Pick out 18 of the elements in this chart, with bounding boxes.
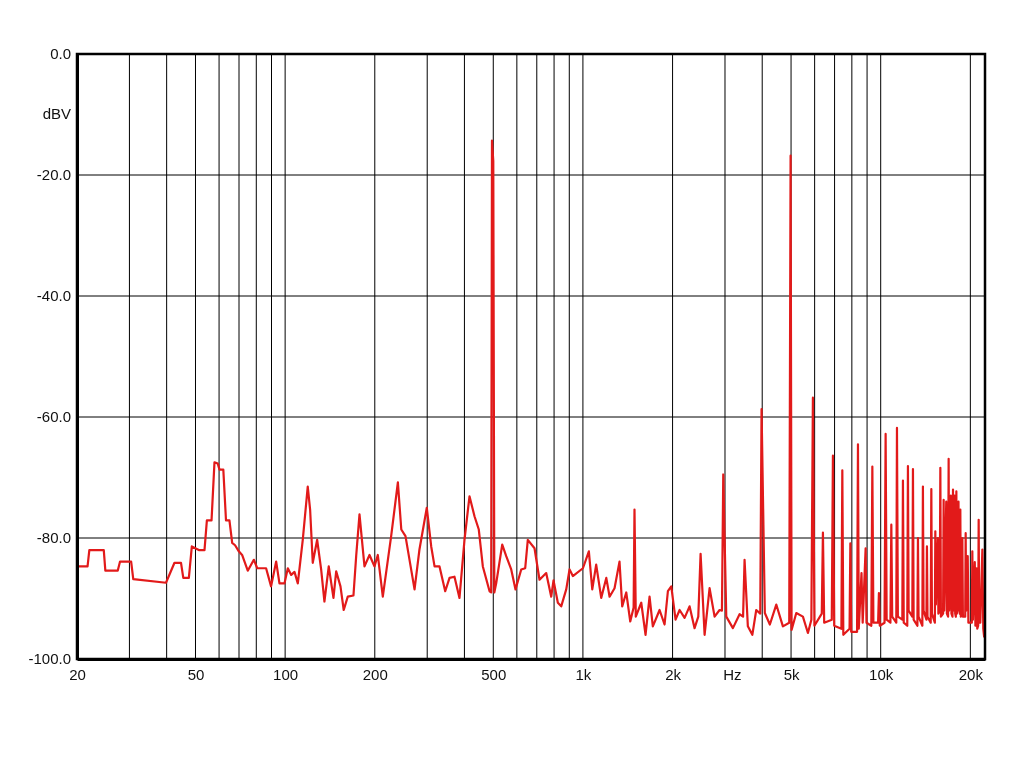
x-tick-label: 10k bbox=[869, 665, 894, 683]
x-tick-label: 5k bbox=[783, 665, 800, 683]
y-tick-label: -100.0 bbox=[28, 650, 71, 668]
x-tick-label: 100 bbox=[273, 665, 299, 683]
y-axis-title: dBV bbox=[42, 105, 71, 123]
y-tick-label: -60.0 bbox=[36, 408, 71, 426]
x-tick-label: 500 bbox=[481, 665, 507, 683]
x-tick-label: 2k bbox=[665, 665, 682, 683]
x-tick-label: 20 bbox=[69, 665, 86, 683]
y-tick-label: -80.0 bbox=[36, 529, 71, 547]
x-tick-label: 1k bbox=[575, 665, 592, 683]
y-tick-label: -40.0 bbox=[36, 287, 71, 305]
y-tick-label: -20.0 bbox=[36, 166, 71, 184]
x-axis-title: Hz bbox=[723, 665, 742, 683]
x-tick-label: 50 bbox=[187, 665, 205, 683]
x-tick-label: 20k bbox=[958, 665, 984, 683]
y-tick-label: 0.0 bbox=[50, 45, 71, 63]
x-tick-label: 200 bbox=[362, 665, 388, 683]
